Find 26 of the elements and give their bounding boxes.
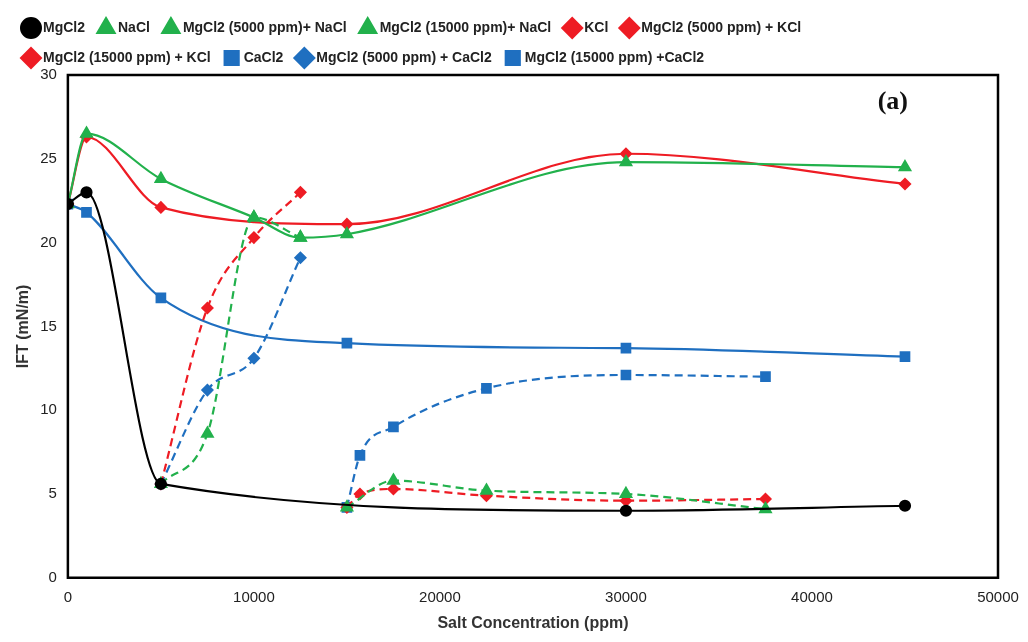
legend-label: MgCl2 (43, 18, 86, 35)
y-tick-label: 20 (40, 232, 57, 250)
x-tick-label: 40000 (791, 587, 833, 605)
legend-label: CaCl2 (243, 48, 284, 65)
annotation: (a) (877, 85, 908, 115)
legend-label: MgCl2 (5000 ppm) + CaCl2 (316, 48, 492, 65)
legend-label: MgCl2 (15000 ppm) + KCl (43, 48, 211, 65)
x-tick-label: 0 (63, 587, 73, 605)
y-axis-title: IFT (mN/m) (14, 284, 32, 369)
y-tick-label: 25 (40, 148, 57, 166)
y-tick-label: 5 (48, 484, 57, 502)
x-tick-label: 10000 (233, 587, 275, 605)
x-tick-label: 20000 (419, 587, 461, 605)
y-tick-label: 15 (40, 316, 57, 334)
legend-label: MgCl2 (15000 ppm) +CaCl2 (524, 48, 705, 65)
x-axis-title: Salt Concentration (ppm) (437, 613, 629, 631)
y-tick-label: 0 (48, 567, 57, 585)
x-tick-label: 50000 (977, 587, 1019, 605)
legend-label: MgCl2 (5000 ppm) + KCl (641, 18, 802, 35)
x-tick-label: 30000 (605, 587, 647, 605)
y-tick-label: 10 (40, 400, 57, 418)
legend-label: NaCl (118, 18, 150, 35)
y-tick-label: 30 (40, 65, 57, 83)
legend-label: MgCl2 (5000 ppm)+ NaCl (182, 18, 347, 35)
legend-label: KCl (584, 18, 609, 35)
legend-label: MgCl2 (15000 ppm)+ NaCl (379, 18, 552, 35)
